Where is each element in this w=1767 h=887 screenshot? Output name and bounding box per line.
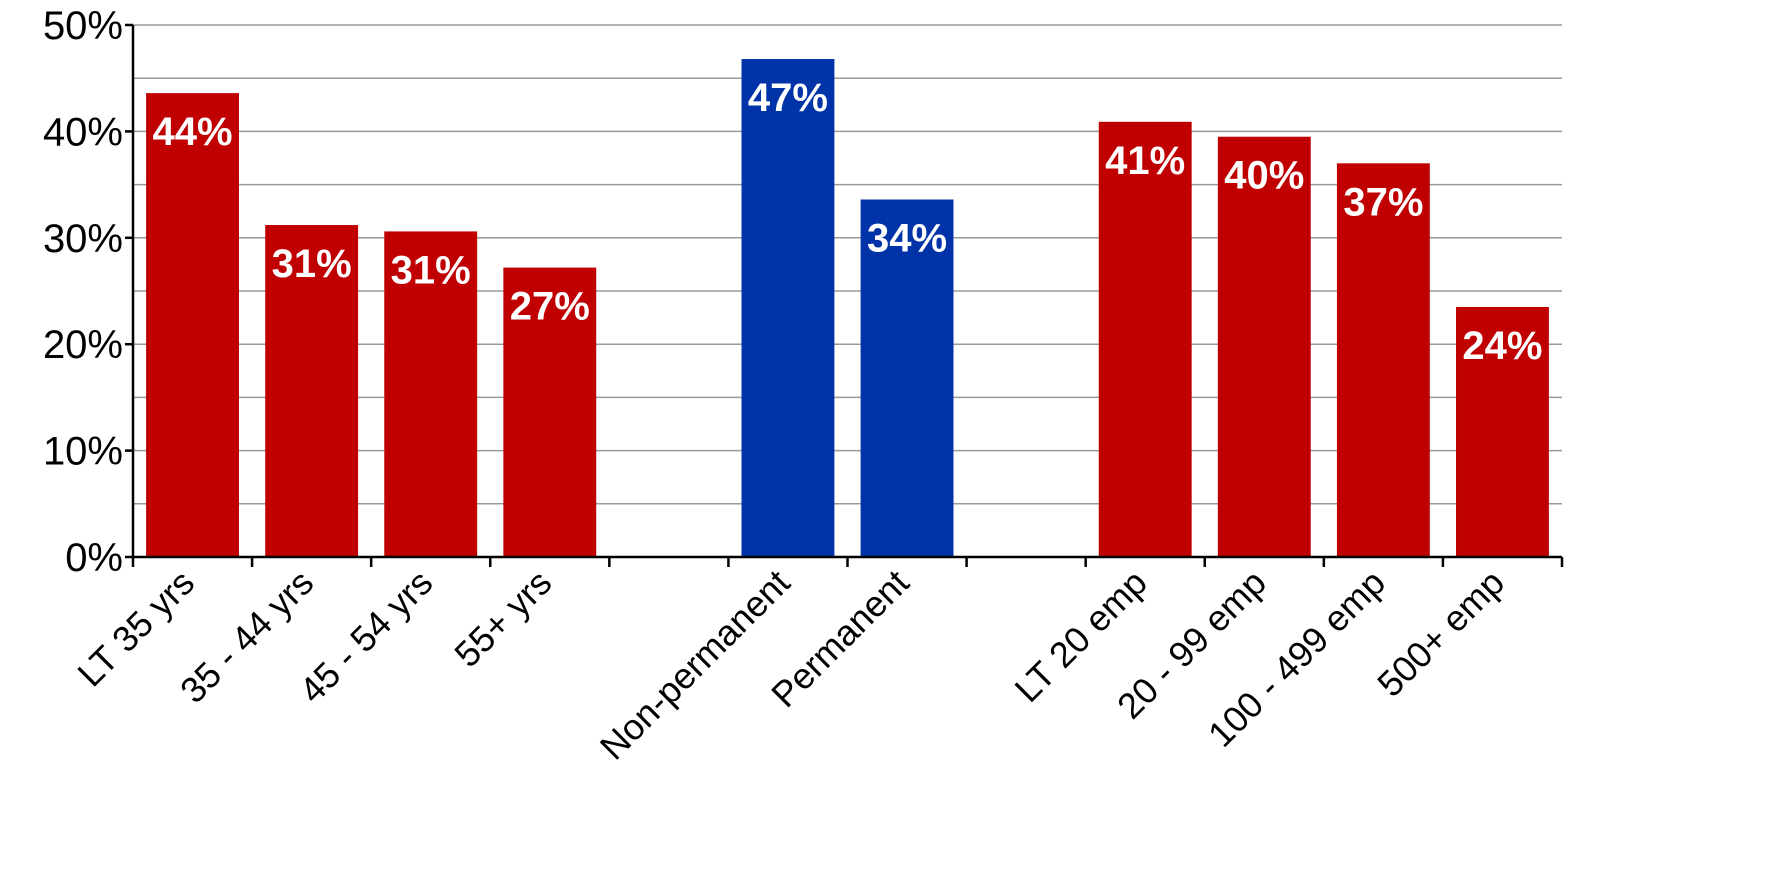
y-tick-label: 10% — [43, 430, 123, 474]
data-label: 34% — [867, 216, 947, 260]
data-label: 31% — [272, 242, 352, 286]
data-label: 27% — [510, 285, 590, 329]
data-label: 31% — [391, 248, 471, 292]
bar — [146, 93, 239, 557]
bar — [742, 59, 835, 557]
data-label: 40% — [1224, 154, 1304, 198]
x-tick-label: 55+ yrs — [446, 562, 559, 675]
data-label: 47% — [748, 76, 828, 120]
x-tick-label: Non-permanent — [592, 562, 798, 768]
y-tick-label: 0% — [65, 536, 123, 580]
data-label: 44% — [153, 110, 233, 154]
y-tick-label: 30% — [43, 217, 123, 261]
y-tick-label: 20% — [43, 323, 123, 367]
y-tick-label: 40% — [43, 110, 123, 154]
y-tick-label: 50% — [43, 4, 123, 48]
data-label: 37% — [1343, 180, 1423, 224]
x-tick-label: 500+ emp — [1369, 562, 1512, 705]
data-label: 24% — [1462, 324, 1542, 368]
data-labels: 44% 31% 31% 27% 47% 34% 41% 40% 37% 24% — [153, 76, 1543, 368]
bars — [146, 59, 1549, 557]
data-label: 41% — [1105, 139, 1185, 183]
y-tick-labels: 0% 10% 20% 30% 40% 50% — [43, 4, 123, 580]
bar — [1218, 137, 1311, 557]
bar — [1099, 122, 1192, 557]
